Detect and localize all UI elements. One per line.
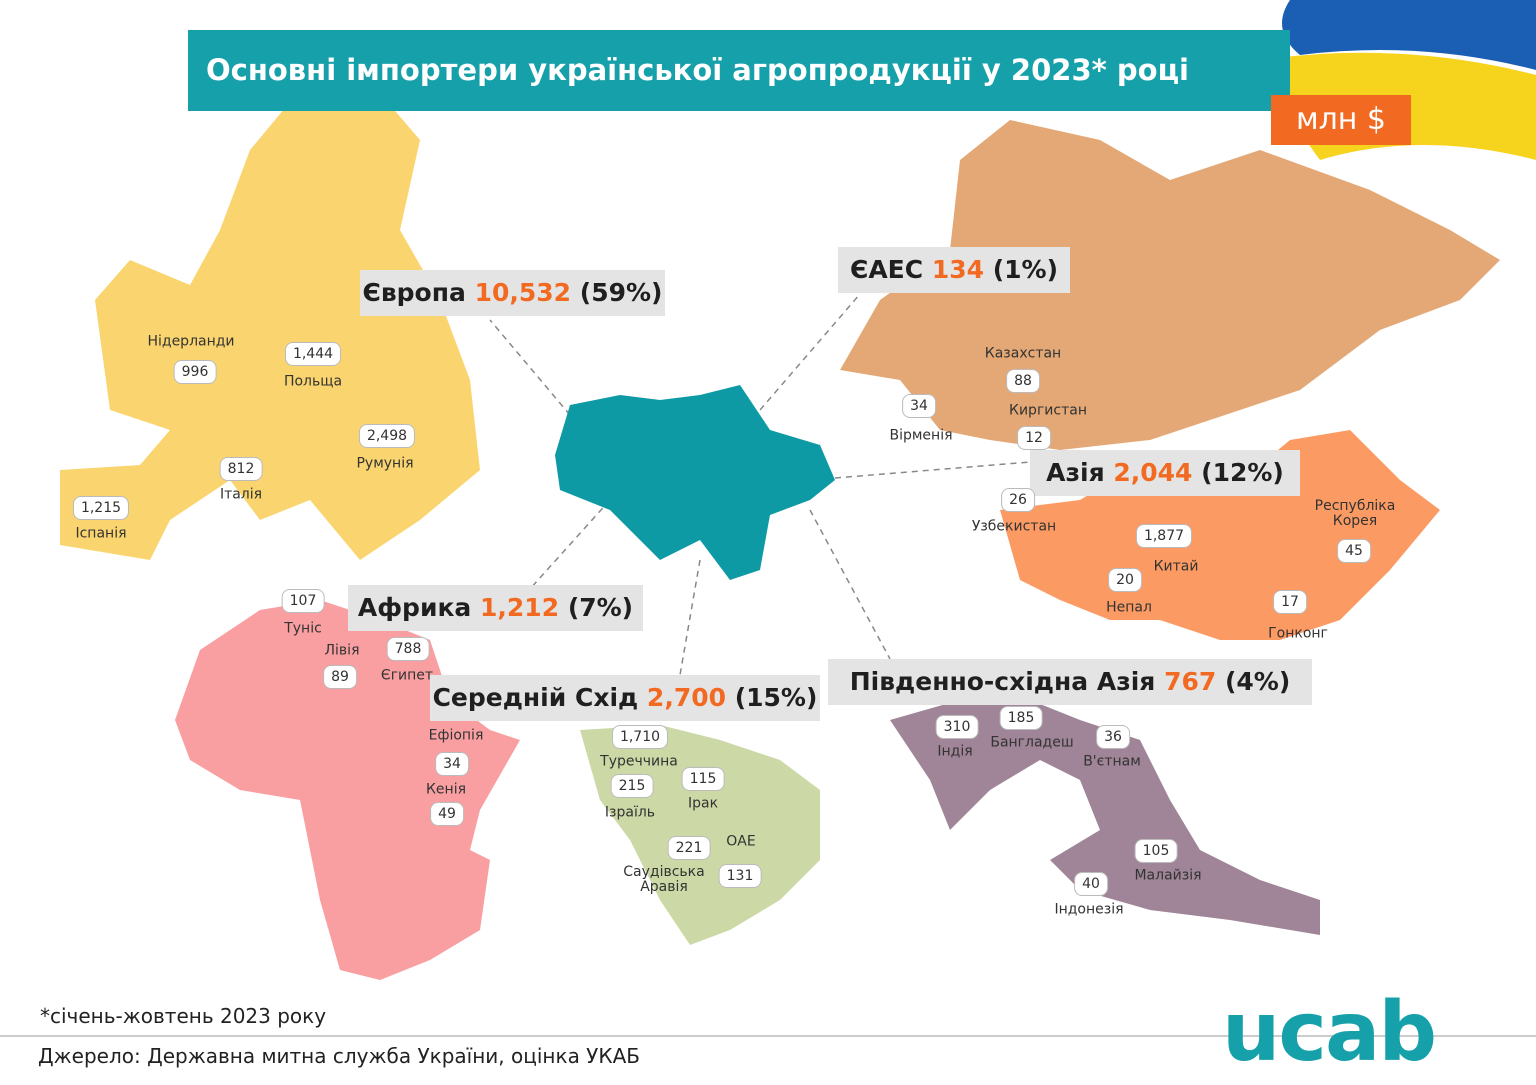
ukraine-shape — [555, 385, 835, 580]
country-name: Кенія — [425, 781, 467, 798]
country-name: Малайзія — [1134, 867, 1202, 884]
country-name: Непал — [1106, 599, 1152, 616]
region-label: ЄАЕС 134 (1%) — [838, 247, 1070, 293]
region-label: Європа 10,532 (59%) — [360, 270, 665, 316]
region-label: Середній Схід 2,700 (15%) — [430, 675, 820, 721]
country-name: Індонезія — [1054, 901, 1124, 918]
region-share: (59%) — [579, 278, 663, 307]
region-value: 134 — [931, 255, 984, 284]
country-name: Республіка Корея — [1314, 498, 1396, 529]
region-value: 2,700 — [646, 683, 726, 712]
se-asia-shape — [890, 700, 1320, 935]
country-value: 26 — [1001, 488, 1035, 512]
country-name: Китай — [1153, 558, 1199, 575]
country-value: 131 — [718, 864, 762, 888]
region-share: (12%) — [1201, 458, 1284, 487]
country-value: 34 — [902, 394, 936, 418]
region-name: ЄАЕС — [849, 255, 924, 284]
country-value: 1,710 — [611, 725, 669, 749]
country-value: 36 — [1096, 725, 1130, 749]
country-value: 185 — [999, 706, 1043, 730]
country-name: Польща — [283, 373, 343, 390]
country-name: Індія — [937, 743, 973, 760]
eaeu-shape — [840, 120, 1500, 450]
country-name: Туніс — [284, 620, 322, 637]
country-name: Саудівська Аравія — [623, 864, 705, 895]
country-value: 1,444 — [284, 342, 342, 366]
country-value: 34 — [435, 752, 469, 776]
flag-blue — [1282, 0, 1536, 70]
rule — [0, 1035, 1536, 1037]
connectors — [489, 293, 1031, 676]
country-name: Єгипет — [380, 667, 434, 684]
footnote: *січень-жовтень 2023 року — [40, 1004, 327, 1028]
country-name: Італія — [219, 486, 263, 503]
region-share: (1%) — [992, 255, 1059, 284]
region-value: 2,044 — [1113, 458, 1193, 487]
country-value: 107 — [281, 589, 325, 613]
country-value: 996 — [173, 360, 217, 384]
region-name: Африка — [357, 593, 472, 622]
country-name: Лівія — [324, 642, 360, 659]
region-label: Африка 1,212 (7%) — [348, 585, 643, 631]
region-share: (4%) — [1224, 667, 1291, 696]
country-name: Румунія — [356, 455, 414, 472]
region-label: Південно-східна Азія 767 (4%) — [828, 659, 1312, 705]
region-name: Азія — [1046, 458, 1105, 487]
country-value: 89 — [323, 665, 357, 689]
country-value: 221 — [667, 836, 711, 860]
country-value: 1,877 — [1135, 524, 1193, 548]
country-name: Нідерланди — [147, 333, 235, 350]
country-value: 40 — [1074, 872, 1108, 896]
unit: млн $ — [1271, 95, 1411, 145]
region-value: 1,212 — [480, 593, 560, 622]
country-name: Узбекистан — [971, 518, 1057, 535]
country-value: 788 — [386, 637, 430, 661]
country-value: 49 — [430, 802, 464, 826]
country-name: Іспанія — [75, 525, 127, 542]
country-name: Ірак — [687, 795, 719, 812]
country-name: Ефіопія — [428, 727, 484, 744]
country-name: Ізраїль — [604, 804, 656, 821]
country-value: 45 — [1337, 539, 1371, 563]
country-name: ОАЕ — [726, 833, 756, 850]
region-value: 10,532 — [474, 278, 572, 307]
source: Джерело: Державна митна служба України, … — [38, 1044, 640, 1068]
country-value: 1,215 — [72, 496, 130, 520]
country-name: В'єтнам — [1083, 753, 1141, 770]
region-share: (7%) — [567, 593, 634, 622]
country-name: Вірменія — [889, 427, 953, 444]
logo: ucab — [1222, 985, 1437, 1080]
region-name: Середній Схід — [432, 683, 639, 712]
country-value: 215 — [610, 774, 654, 798]
country-name: Казахстан — [984, 345, 1062, 362]
country-value: 812 — [219, 457, 263, 481]
region-share: (15%) — [734, 683, 818, 712]
region-name: Європа — [362, 278, 466, 307]
region-name: Південно-східна Азія — [849, 667, 1156, 696]
country-value: 2,498 — [358, 424, 416, 448]
country-name: Гонконг — [1268, 625, 1328, 642]
country-value: 105 — [1134, 839, 1178, 863]
country-value: 20 — [1108, 568, 1142, 592]
region-value: 767 — [1164, 667, 1217, 696]
region-label: Азія 2,044 (12%) — [1030, 450, 1300, 496]
title: Основні імпортери української агропродук… — [188, 30, 1290, 111]
country-value: 17 — [1273, 590, 1307, 614]
country-name: Киргистан — [1009, 402, 1087, 419]
country-value: 115 — [681, 767, 725, 791]
country-name: Бангладеш — [990, 734, 1074, 751]
country-value: 310 — [935, 715, 979, 739]
country-value: 12 — [1017, 426, 1051, 450]
country-value: 88 — [1006, 369, 1040, 393]
country-name: Туреччина — [600, 753, 678, 770]
